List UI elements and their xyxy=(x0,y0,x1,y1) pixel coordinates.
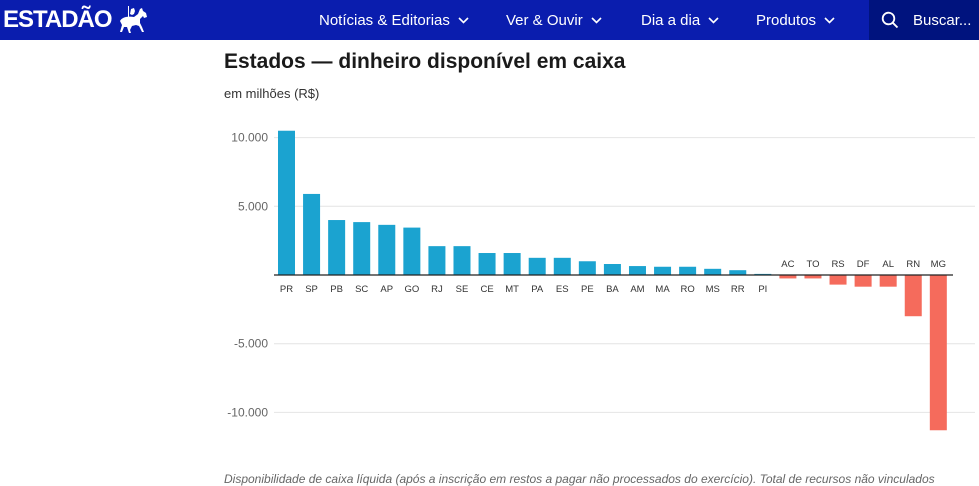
x-tick-label: AL xyxy=(882,259,894,270)
bar-pe xyxy=(578,261,596,275)
brand-logo[interactable]: ESTADÃO xyxy=(3,4,150,36)
bar-ce xyxy=(478,253,496,275)
bar-ap xyxy=(378,224,396,275)
nav-produtos[interactable]: Produtos xyxy=(756,0,835,40)
x-tick-label: MA xyxy=(655,284,670,295)
x-tick-label: PA xyxy=(531,284,544,295)
x-tick-label: BA xyxy=(606,284,619,295)
x-tick-label: AC xyxy=(781,259,794,270)
bar-pb xyxy=(328,220,346,275)
bar-pr xyxy=(278,130,295,275)
chevron-down-icon xyxy=(591,16,602,24)
bar-al xyxy=(879,275,897,287)
x-tick-label: GO xyxy=(404,284,419,295)
bar-pa xyxy=(528,257,546,275)
nav-ver-ouvir[interactable]: Ver & Ouvir xyxy=(506,0,602,40)
x-tick-label: ES xyxy=(556,284,569,295)
nav-noticias-label: Notícias & Editorias xyxy=(319,11,450,29)
bar-am xyxy=(628,266,646,275)
x-tick-label: PI xyxy=(758,284,767,295)
x-tick-label: MG xyxy=(931,259,946,270)
bar-to xyxy=(804,275,822,279)
bar-sp xyxy=(303,193,321,275)
bar-rn xyxy=(904,275,922,317)
bar-mt xyxy=(503,253,521,275)
chart-subtitle: em milhões (R$) xyxy=(224,86,320,101)
bar-es xyxy=(553,257,571,275)
x-tick-label: PB xyxy=(330,284,343,295)
bar-go xyxy=(403,227,421,275)
y-tick-label: 5.000 xyxy=(238,199,268,213)
x-tick-label: AM xyxy=(630,284,644,295)
x-tick-label: CE xyxy=(480,284,493,295)
bar-ba xyxy=(603,264,621,275)
bar-ro xyxy=(679,266,697,275)
chevron-down-icon xyxy=(458,16,469,24)
bar-ma xyxy=(654,266,672,275)
bar-mg xyxy=(929,275,947,431)
x-tick-label: RN xyxy=(906,259,920,270)
chevron-down-icon xyxy=(824,16,835,24)
y-tick-label: 10.000 xyxy=(231,131,268,145)
nav-produtos-label: Produtos xyxy=(756,11,817,29)
x-tick-label: TO xyxy=(806,259,819,270)
site-header: ESTADÃO Notícias & Editorias Ver & Ouvir… xyxy=(0,0,979,40)
x-tick-label: RO xyxy=(680,284,694,295)
horse-rider-icon xyxy=(119,6,147,33)
search-icon xyxy=(881,11,899,29)
bar-ms xyxy=(704,268,722,275)
x-tick-label: AP xyxy=(380,284,393,295)
bar-rj xyxy=(428,246,446,275)
bar-sc xyxy=(353,222,371,275)
chevron-down-icon xyxy=(708,16,719,24)
x-tick-label: SE xyxy=(456,284,469,295)
x-tick-label: MS xyxy=(706,284,720,295)
bar-rr xyxy=(729,270,747,275)
x-tick-label: RS xyxy=(831,259,844,270)
bar-ac xyxy=(779,275,797,279)
search-button[interactable]: Buscar... xyxy=(869,0,979,40)
x-tick-label: DF xyxy=(857,259,870,270)
x-tick-label: RR xyxy=(731,284,745,295)
bar-df xyxy=(854,275,872,287)
x-tick-label: SP xyxy=(305,284,318,295)
chart-footnote: Disponibilidade de caixa líquida (após a… xyxy=(224,472,935,486)
y-tick-label: -10.000 xyxy=(227,405,268,419)
bar-se xyxy=(453,246,471,275)
nav-dia-a-dia[interactable]: Dia a dia xyxy=(641,0,719,40)
nav-noticias[interactable]: Notícias & Editorias xyxy=(319,0,469,40)
x-tick-label: SC xyxy=(355,284,368,295)
x-tick-label: MT xyxy=(505,284,519,295)
nav-ver-ouvir-label: Ver & Ouvir xyxy=(506,11,583,29)
search-label: Buscar... xyxy=(913,11,972,29)
x-tick-label: PR xyxy=(280,284,293,295)
x-tick-label: PE xyxy=(581,284,594,295)
y-tick-label: -5.000 xyxy=(234,337,268,351)
chart-title: Estados — dinheiro disponível em caixa xyxy=(224,50,626,73)
brand-name: ESTADÃO xyxy=(3,6,113,33)
nav-dia-a-dia-label: Dia a dia xyxy=(641,11,701,29)
bar-rs xyxy=(829,275,847,285)
x-tick-label: RJ xyxy=(431,284,443,295)
